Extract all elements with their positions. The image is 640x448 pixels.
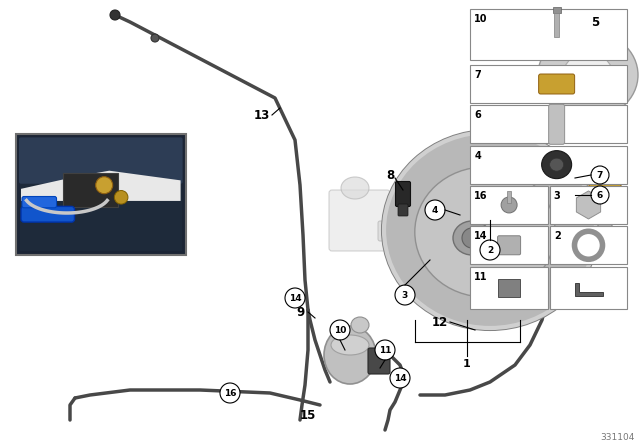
Bar [20, 138, 182, 251]
Text: 14: 14 [394, 374, 406, 383]
Circle shape [462, 228, 482, 248]
Text: 2: 2 [554, 231, 561, 241]
Text: 6: 6 [474, 110, 481, 120]
Text: 13: 13 [253, 108, 270, 121]
Ellipse shape [538, 31, 638, 119]
Circle shape [591, 186, 609, 204]
Text: 5: 5 [591, 16, 599, 29]
Text: 10: 10 [474, 14, 488, 24]
FancyBboxPatch shape [21, 207, 74, 222]
Bar [470, 267, 548, 309]
Ellipse shape [324, 326, 376, 384]
Bar [16, 134, 186, 255]
Text: 16: 16 [474, 191, 488, 201]
FancyBboxPatch shape [539, 74, 575, 94]
FancyBboxPatch shape [589, 178, 621, 198]
Bar [470, 186, 548, 224]
Text: 12: 12 [432, 315, 448, 328]
Text: 4: 4 [474, 151, 481, 160]
Ellipse shape [541, 151, 572, 179]
Circle shape [96, 177, 113, 194]
Circle shape [285, 288, 305, 308]
Circle shape [425, 200, 445, 220]
Bar [470, 146, 627, 184]
Ellipse shape [453, 221, 491, 255]
Polygon shape [575, 283, 602, 296]
Ellipse shape [501, 197, 517, 213]
FancyBboxPatch shape [498, 279, 520, 297]
Bar [553, 7, 561, 13]
FancyBboxPatch shape [329, 190, 390, 251]
Ellipse shape [382, 130, 598, 330]
Circle shape [480, 240, 500, 260]
Bar [550, 267, 627, 309]
Bar [550, 226, 627, 264]
Bar [470, 9, 627, 60]
Text: 10: 10 [334, 326, 346, 335]
Circle shape [375, 340, 395, 360]
Ellipse shape [331, 335, 369, 355]
Text: 15: 15 [300, 409, 316, 422]
Circle shape [591, 166, 609, 184]
Bar [470, 226, 548, 264]
Bar [554, 13, 559, 37]
Text: 1: 1 [463, 359, 471, 369]
Circle shape [151, 34, 159, 42]
FancyBboxPatch shape [19, 138, 182, 184]
FancyBboxPatch shape [548, 104, 564, 144]
Circle shape [115, 190, 128, 204]
FancyBboxPatch shape [498, 236, 520, 255]
Bar [507, 191, 511, 203]
Circle shape [110, 10, 120, 20]
FancyBboxPatch shape [22, 197, 56, 208]
Text: 3: 3 [402, 290, 408, 300]
Text: 11: 11 [379, 345, 391, 354]
Text: 4: 4 [432, 206, 438, 215]
Text: 331104: 331104 [600, 433, 635, 442]
Ellipse shape [415, 167, 556, 297]
Text: 2: 2 [487, 246, 493, 254]
Polygon shape [577, 191, 600, 219]
Text: 14: 14 [474, 231, 488, 241]
Circle shape [220, 383, 240, 403]
FancyBboxPatch shape [398, 204, 408, 216]
Circle shape [390, 368, 410, 388]
Ellipse shape [341, 177, 369, 199]
Bar [470, 65, 627, 103]
Text: 7: 7 [597, 171, 603, 180]
Text: 8: 8 [386, 168, 394, 181]
Text: 11: 11 [474, 271, 488, 281]
FancyBboxPatch shape [396, 181, 410, 207]
Circle shape [395, 285, 415, 305]
Circle shape [330, 320, 350, 340]
Text: 6: 6 [597, 190, 603, 199]
FancyBboxPatch shape [378, 221, 402, 241]
Ellipse shape [351, 317, 369, 333]
Bar [63, 173, 118, 207]
FancyBboxPatch shape [598, 196, 612, 228]
Text: 14: 14 [289, 293, 301, 302]
Bar [550, 186, 627, 224]
Text: 3: 3 [554, 191, 561, 201]
Ellipse shape [563, 53, 613, 97]
Polygon shape [21, 171, 180, 201]
Text: 9: 9 [297, 306, 305, 319]
Bar [470, 105, 627, 143]
Text: 16: 16 [224, 388, 236, 397]
Ellipse shape [550, 158, 564, 171]
Text: 7: 7 [474, 70, 481, 80]
FancyBboxPatch shape [368, 348, 390, 374]
